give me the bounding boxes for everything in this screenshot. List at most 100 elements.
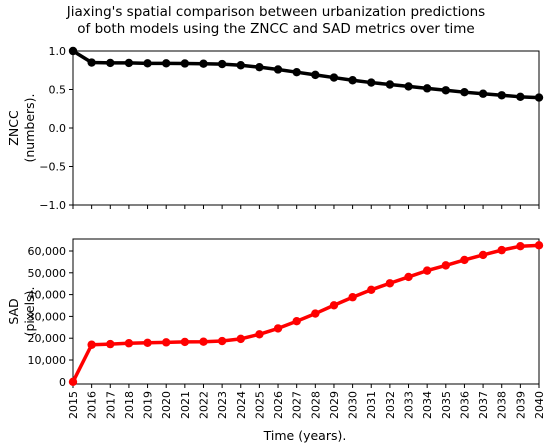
sad-data-point xyxy=(273,324,283,333)
x-tick-label: 2031 xyxy=(365,391,378,419)
sad-data-point xyxy=(516,241,525,251)
sad-data-point xyxy=(367,285,376,295)
x-tick-label: 2025 xyxy=(253,391,266,419)
zncc-data-point xyxy=(534,93,544,102)
x-tick-label: 2018 xyxy=(123,391,136,419)
sad-data-point xyxy=(534,241,544,250)
zncc-data-point xyxy=(292,67,301,77)
sad-data-point xyxy=(87,340,96,349)
chart-title: Jiaxing's spatial comparison between urb… xyxy=(66,4,485,37)
sad-data-point xyxy=(236,334,245,344)
zncc-data-point xyxy=(441,86,450,95)
zncc-y-tick-label: −1.0 xyxy=(39,199,66,212)
x-tick-label: 2038 xyxy=(496,391,509,419)
x-tick-label: 2036 xyxy=(458,391,471,419)
zncc-data-point xyxy=(124,58,134,68)
x-tick-label: 2020 xyxy=(160,391,173,419)
zncc-data-point xyxy=(516,92,525,102)
zncc-y-axis-label: ZNCC(numbers). xyxy=(6,93,37,162)
zncc-y-tick-label: 0.5 xyxy=(49,84,67,97)
zncc-data-point xyxy=(329,73,339,82)
sad-data-point xyxy=(292,317,301,326)
sad-subplot: 0 10,000 20,000 30,000 40,000 50,000 60,000 SAD… xyxy=(6,238,544,389)
x-axis-label: Time (years). xyxy=(263,428,347,443)
sad-series-line xyxy=(71,243,540,383)
x-tick-label: 2019 xyxy=(142,391,155,419)
zncc-data-point xyxy=(87,58,96,67)
x-tick-label: 2021 xyxy=(179,391,192,419)
zncc-data-point xyxy=(236,61,245,70)
sad-data-point xyxy=(422,266,432,275)
sad-data-point xyxy=(404,272,413,282)
x-axis-ticks: 2015 2016 2017 2018 2019 2020 2021 2022 2023 2024… xyxy=(67,391,546,419)
sad-data-point xyxy=(478,250,488,260)
x-tick-label: 2022 xyxy=(197,391,210,419)
zncc-data-point xyxy=(311,70,320,80)
zncc-data-point xyxy=(367,78,376,87)
zncc-data-point xyxy=(422,84,432,93)
zncc-y-tick-label: 1.0 xyxy=(49,45,67,58)
zncc-data-point xyxy=(273,65,283,74)
sad-data-point xyxy=(460,255,469,265)
x-tick-label: 2039 xyxy=(514,391,527,419)
sad-data-point xyxy=(329,301,339,310)
x-tick-label: 2015 xyxy=(67,391,80,419)
zncc-data-point xyxy=(180,59,190,68)
x-tick-label: 2032 xyxy=(384,391,397,419)
chart-title-line-1: Jiaxing's spatial comparison between urb… xyxy=(66,4,485,20)
zncc-data-point xyxy=(255,62,264,72)
x-tick-label: 2023 xyxy=(216,391,229,419)
sad-y-tick-label: 10,000 xyxy=(28,354,67,367)
sad-y-tick-label: 60,000 xyxy=(28,245,67,258)
x-tick-label: 2034 xyxy=(421,391,434,419)
zncc-data-point xyxy=(404,82,413,91)
sad-y-tick-label: 20,000 xyxy=(28,332,67,345)
zncc-y-tick-label: −0.5 xyxy=(39,161,66,174)
x-tick-label: 2030 xyxy=(347,391,360,419)
zncc-series-line xyxy=(72,49,540,100)
sad-data-point xyxy=(348,293,357,302)
sad-data-point xyxy=(106,339,115,349)
x-tick-label: 2027 xyxy=(291,391,304,419)
zncc-data-point xyxy=(68,46,78,56)
sad-data-point xyxy=(497,245,506,255)
zncc-data-point xyxy=(385,80,395,89)
x-tick-label: 2024 xyxy=(235,391,248,419)
x-tick-label: 2035 xyxy=(440,391,453,419)
zncc-subplot: −1.0 −0.5 0.0 0.5 1.0 ZNCC(numbers). xyxy=(6,45,544,212)
sad-data-point xyxy=(255,330,264,339)
zncc-data-point xyxy=(348,76,357,85)
x-tick-label: 2040 xyxy=(533,391,546,419)
x-tick-label: 2026 xyxy=(272,391,285,419)
sad-data-point xyxy=(385,279,395,288)
x-tick-label: 2017 xyxy=(104,391,117,419)
x-tick-label: 2033 xyxy=(403,391,416,419)
sad-data-point xyxy=(199,337,208,346)
sad-data-point xyxy=(124,339,134,348)
x-tick-label: 2016 xyxy=(86,391,99,419)
sad-y-tick-label: 0 xyxy=(59,376,66,389)
zncc-data-point xyxy=(478,89,488,98)
sad-data-point xyxy=(180,337,190,347)
chart-title-line-2: of both models using the ZNCC and SAD me… xyxy=(77,21,474,37)
x-tick-label: 2037 xyxy=(477,391,490,419)
sad-y-axis-label-line: SAD xyxy=(6,298,21,324)
sad-y-axis-label: SAD(pixels). xyxy=(6,287,37,337)
zncc-y-tick-label: 0.0 xyxy=(49,122,67,135)
sad-data-point xyxy=(311,309,320,318)
zncc-data-point xyxy=(497,91,506,100)
sad-data-point xyxy=(441,261,450,270)
zncc-data-point xyxy=(460,87,469,97)
sad-y-tick-label: 40,000 xyxy=(28,289,67,302)
sad-plot-frame xyxy=(72,238,540,385)
sad-y-tick-label: 30,000 xyxy=(28,310,67,323)
x-tick-label: 2029 xyxy=(328,391,341,419)
zncc-data-point xyxy=(199,59,208,68)
zncc-data-point xyxy=(162,59,171,68)
sad-data-point xyxy=(143,338,152,347)
sad-data-point xyxy=(217,336,227,346)
zncc-data-point xyxy=(106,58,115,68)
sad-y-tick-label: 50,000 xyxy=(28,267,67,280)
sad-data-point xyxy=(68,377,78,387)
